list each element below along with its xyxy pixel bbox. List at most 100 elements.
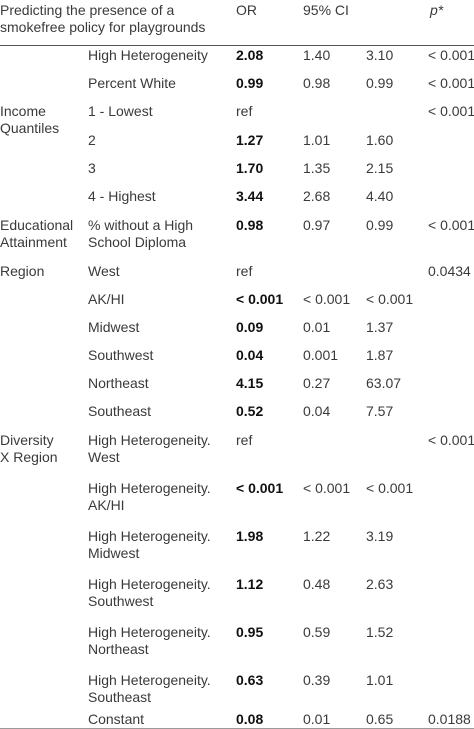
row-variable: 3 <box>88 160 96 176</box>
row-p-value: < 0.001 <box>428 432 474 448</box>
row-odds-ratio: < 0.001 <box>236 291 284 307</box>
row-variable: Southwest <box>88 347 154 363</box>
row-ci-lower: 1.35 <box>303 160 331 176</box>
header-title-line2: smokefree policy for playgrounds <box>0 19 206 35</box>
row-category-line2: Attainment <box>0 234 67 250</box>
row-variable-line2: Southeast <box>88 689 152 705</box>
row-ci-lower: 0.001 <box>303 347 339 363</box>
row-variable: High Heterogeneity. <box>88 672 211 688</box>
row-ci-upper: 1.60 <box>366 132 394 148</box>
row-ci-lower: 1.40 <box>303 47 331 63</box>
row-category: Region <box>0 263 45 279</box>
row-odds-ratio: 1.12 <box>236 576 264 592</box>
row-odds-ratio: ref <box>236 263 253 279</box>
row-p-value: 0.0188 <box>428 711 471 727</box>
row-variable-line2: West <box>88 449 120 465</box>
row-odds-ratio: ref <box>236 103 253 119</box>
row-ci-upper: 0.99 <box>366 217 394 233</box>
row-ci-upper: < 0.001 <box>366 291 414 307</box>
row-variable-line2: Northeast <box>88 641 149 657</box>
row-odds-ratio: 1.98 <box>236 528 264 544</box>
row-ci-lower: 2.68 <box>303 188 331 204</box>
row-category-line2: X Region <box>0 449 58 465</box>
row-ci-upper: 1.87 <box>366 347 394 363</box>
row-ci-lower: 0.97 <box>303 217 331 233</box>
row-odds-ratio: 0.04 <box>236 347 264 363</box>
row-ci-upper: 3.10 <box>366 47 394 63</box>
row-variable: % without a High <box>88 217 194 233</box>
row-category: Income <box>0 103 46 119</box>
row-odds-ratio: < 0.001 <box>236 480 284 496</box>
row-odds-ratio: 1.27 <box>236 132 264 148</box>
row-ci-upper: 1.37 <box>366 319 394 335</box>
row-ci-upper: 63.07 <box>366 375 402 391</box>
header-ci: 95% CI <box>303 2 349 18</box>
row-ci-upper: 0.65 <box>366 711 394 727</box>
row-ci-lower: 0.59 <box>303 624 331 640</box>
row-ci-upper: < 0.001 <box>366 480 414 496</box>
row-p-value: 0.0434 <box>428 263 471 279</box>
table-header: Predicting the presence of a smokefree p… <box>0 0 474 46</box>
header-or: OR <box>236 2 257 18</box>
row-ci-upper: 4.40 <box>366 188 394 204</box>
row-ci-lower: 0.48 <box>303 576 331 592</box>
row-variable: Percent White <box>88 75 176 91</box>
row-ci-lower: 0.04 <box>303 403 331 419</box>
row-variable: Midwest <box>88 319 140 335</box>
row-odds-ratio: 0.95 <box>236 624 264 640</box>
row-ci-upper: 1.52 <box>366 624 394 640</box>
row-ci-upper: 3.19 <box>366 528 394 544</box>
row-variable: West <box>88 263 120 279</box>
row-variable: Southeast <box>88 403 152 419</box>
row-odds-ratio: 0.09 <box>236 319 264 335</box>
row-p-value: < 0.001 <box>428 75 474 91</box>
row-ci-lower: < 0.001 <box>303 480 351 496</box>
row-ci-lower: < 0.001 <box>303 291 351 307</box>
row-variable-line2: Southwest <box>88 593 154 609</box>
row-variable-line2: School Diploma <box>88 234 187 250</box>
row-variable-line2: AK/HI <box>88 497 125 513</box>
row-variable: High Heterogeneity. <box>88 528 211 544</box>
row-variable: 1 - Lowest <box>88 103 153 119</box>
row-ci-upper: 2.63 <box>366 576 394 592</box>
row-p-value: < 0.001 <box>428 103 474 119</box>
row-variable-line2: Midwest <box>88 545 140 561</box>
row-ci-lower: 0.39 <box>303 672 331 688</box>
row-ci-upper: 0.99 <box>366 75 394 91</box>
header-rule <box>0 45 474 46</box>
row-ci-upper: 1.01 <box>366 672 394 688</box>
header-p: p* <box>430 2 444 18</box>
row-odds-ratio: 4.15 <box>236 375 264 391</box>
row-ci-lower: 0.01 <box>303 711 331 727</box>
row-odds-ratio: 0.99 <box>236 75 264 91</box>
row-p-value: < 0.001 <box>428 217 474 233</box>
row-odds-ratio: 3.44 <box>236 188 264 204</box>
row-odds-ratio: 0.63 <box>236 672 264 688</box>
row-category: Diversity <box>0 432 54 448</box>
row-variable: Constant <box>88 711 145 727</box>
row-variable: High Heterogeneity. <box>88 576 211 592</box>
row-odds-ratio: ref <box>236 432 253 448</box>
row-ci-lower: 1.01 <box>303 132 331 148</box>
row-variable: High Heterogeneity <box>88 47 208 63</box>
row-ci-lower: 0.01 <box>303 319 331 335</box>
row-variable: AK/HI <box>88 291 125 307</box>
row-odds-ratio: 0.08 <box>236 711 264 727</box>
row-odds-ratio: 0.52 <box>236 403 264 419</box>
row-variable: 4 - Highest <box>88 188 156 204</box>
row-odds-ratio: 1.70 <box>236 160 264 176</box>
row-odds-ratio: 0.98 <box>236 217 264 233</box>
row-ci-lower: 0.98 <box>303 75 331 91</box>
row-ci-lower: 0.27 <box>303 375 331 391</box>
row-odds-ratio: 2.08 <box>236 47 264 63</box>
header-title-line1: Predicting the presence of a <box>0 2 175 18</box>
row-variable: 2 <box>88 132 96 148</box>
row-variable: High Heterogeneity. <box>88 480 211 496</box>
row-ci-upper: 7.57 <box>366 403 394 419</box>
row-variable: Northeast <box>88 375 149 391</box>
row-variable: High Heterogeneity. <box>88 432 211 448</box>
row-ci-upper: 2.15 <box>366 160 394 176</box>
row-category: Educational <box>0 217 74 233</box>
row-variable: High Heterogeneity. <box>88 624 211 640</box>
row-category-line2: Quantiles <box>0 120 60 136</box>
